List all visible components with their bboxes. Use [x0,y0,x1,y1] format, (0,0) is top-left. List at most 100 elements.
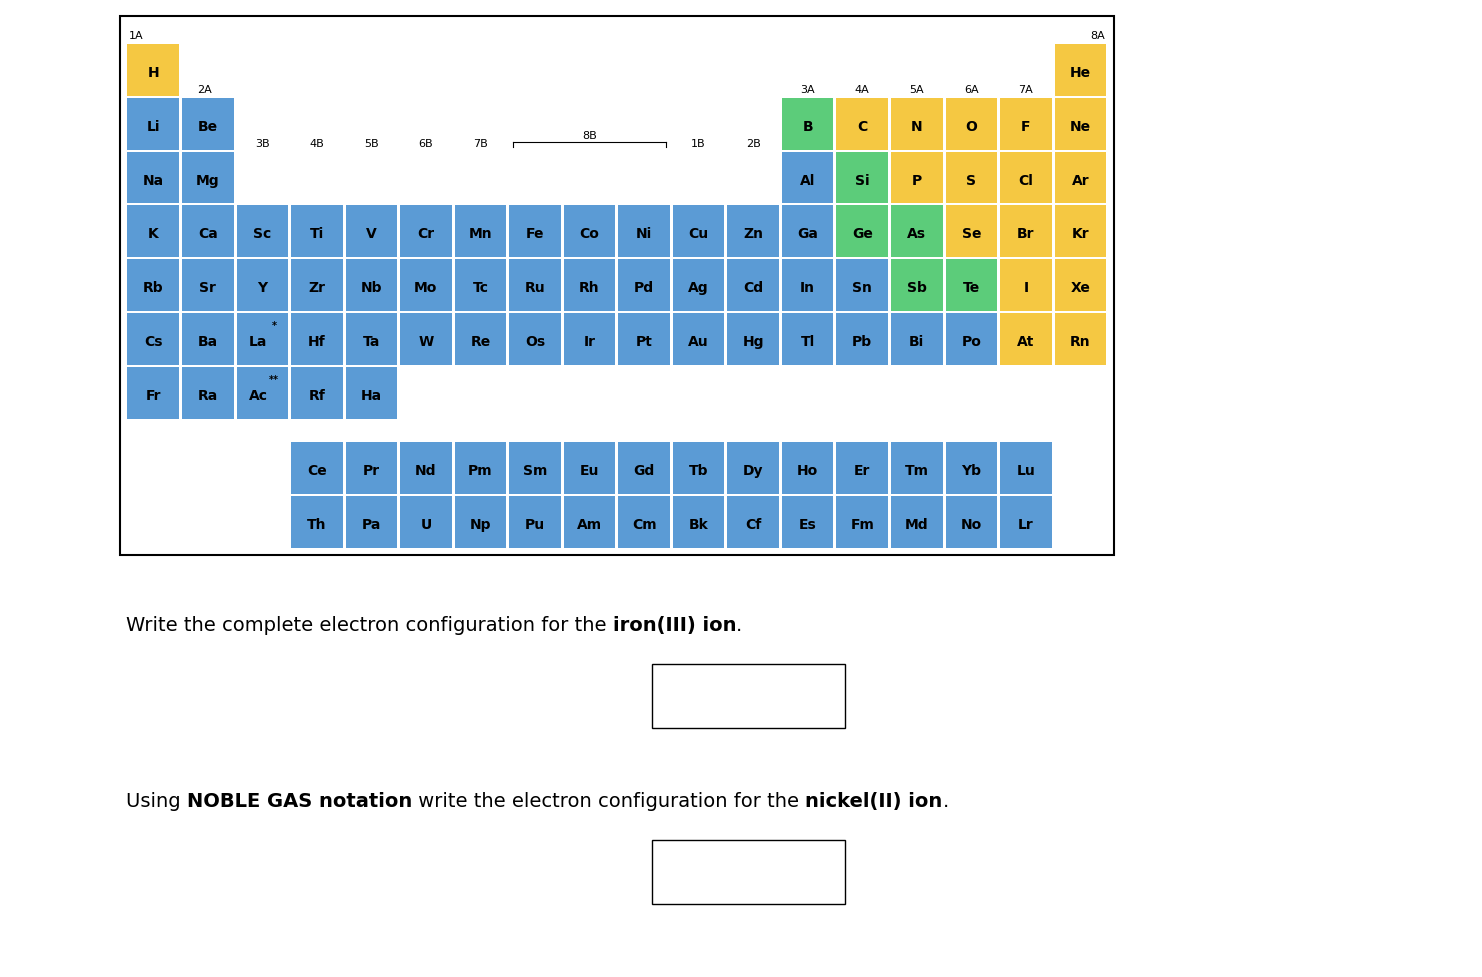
Text: Ar: Ar [1071,174,1089,188]
Text: Tc: Tc [473,281,489,295]
Bar [510,443,560,494]
Text: 7B: 7B [473,139,488,149]
Text: Ga: Ga [797,228,818,241]
Text: Zr: Zr [308,281,326,295]
Bar [891,496,943,548]
Text: Write the complete electron configuration for the: Write the complete electron configuratio… [126,616,612,634]
Text: Nd: Nd [415,464,437,478]
Text: Er: Er [854,464,870,478]
Bar [1000,260,1052,312]
Bar [290,206,342,258]
Text: Using: Using [126,791,187,810]
Bar [400,496,452,548]
Bar [563,496,615,548]
Text: write the electron configuration for the: write the electron configuration for the [412,791,805,810]
Bar [182,367,234,419]
Bar [728,206,780,258]
Bar [127,206,179,258]
Bar [652,840,845,904]
Bar [618,206,670,258]
Bar [1000,99,1052,150]
Bar [618,443,670,494]
Bar [345,367,397,419]
Bar [120,17,1113,555]
Bar [290,443,342,494]
Bar [618,496,670,548]
Text: B: B [802,120,814,134]
Text: Th: Th [307,518,326,531]
Bar [182,99,234,150]
Bar [510,314,560,365]
Text: Hg: Hg [742,335,763,349]
Bar [290,367,342,419]
Text: Ce: Ce [307,464,326,478]
Bar [510,260,560,312]
Text: Ru: Ru [525,281,545,295]
Bar [673,443,725,494]
Bar [946,443,997,494]
Text: Ne: Ne [1070,120,1091,134]
Text: U: U [421,518,431,531]
Text: 2A: 2A [197,85,212,95]
Text: Pm: Pm [468,464,494,478]
Bar [1055,99,1106,150]
Bar [237,206,288,258]
Text: Al: Al [800,174,815,188]
Text: As: As [907,228,926,241]
Text: Pb: Pb [852,335,873,349]
Bar [782,443,833,494]
Text: La: La [249,335,267,349]
Text: Ra: Ra [197,389,218,403]
Text: 6B: 6B [418,139,433,149]
Text: Si: Si [855,174,870,188]
Text: Pa: Pa [362,518,381,531]
Text: P: P [911,174,922,188]
Bar [728,314,780,365]
Bar [891,443,943,494]
Text: Rh: Rh [579,281,600,295]
Bar [182,152,234,204]
Text: Pd: Pd [634,281,654,295]
Bar [400,443,452,494]
Bar [652,664,845,728]
Text: H: H [147,66,159,80]
Bar [127,367,179,419]
Text: Po: Po [962,335,981,349]
Text: Xe: Xe [1070,281,1091,295]
Text: **: ** [270,375,279,385]
Text: Sn: Sn [852,281,873,295]
Bar [1000,496,1052,548]
Text: Cu: Cu [689,228,708,241]
Text: *: * [271,321,277,331]
Bar [946,99,997,150]
Bar [400,206,452,258]
Text: Rf: Rf [308,389,325,403]
Bar [891,99,943,150]
Text: Ge: Ge [852,228,873,241]
Bar [946,260,997,312]
Bar [728,496,780,548]
Bar [728,260,780,312]
Bar [237,260,288,312]
Text: V: V [366,228,376,241]
Bar [618,314,670,365]
Bar [673,496,725,548]
Bar [891,314,943,365]
Bar [455,496,507,548]
Text: Kr: Kr [1071,228,1089,241]
Bar [563,443,615,494]
Text: Ac: Ac [249,389,267,403]
Bar [782,152,833,204]
Bar [400,314,452,365]
Text: Ca: Ca [199,228,218,241]
Text: 3A: 3A [800,85,815,95]
Bar [673,206,725,258]
Text: Cr: Cr [418,228,434,241]
Bar [182,206,234,258]
Text: Np: Np [470,518,491,531]
Text: Mn: Mn [468,228,492,241]
Text: Lu: Lu [1017,464,1036,478]
Text: C: C [857,120,867,134]
Bar [782,496,833,548]
Text: Fe: Fe [526,228,544,241]
